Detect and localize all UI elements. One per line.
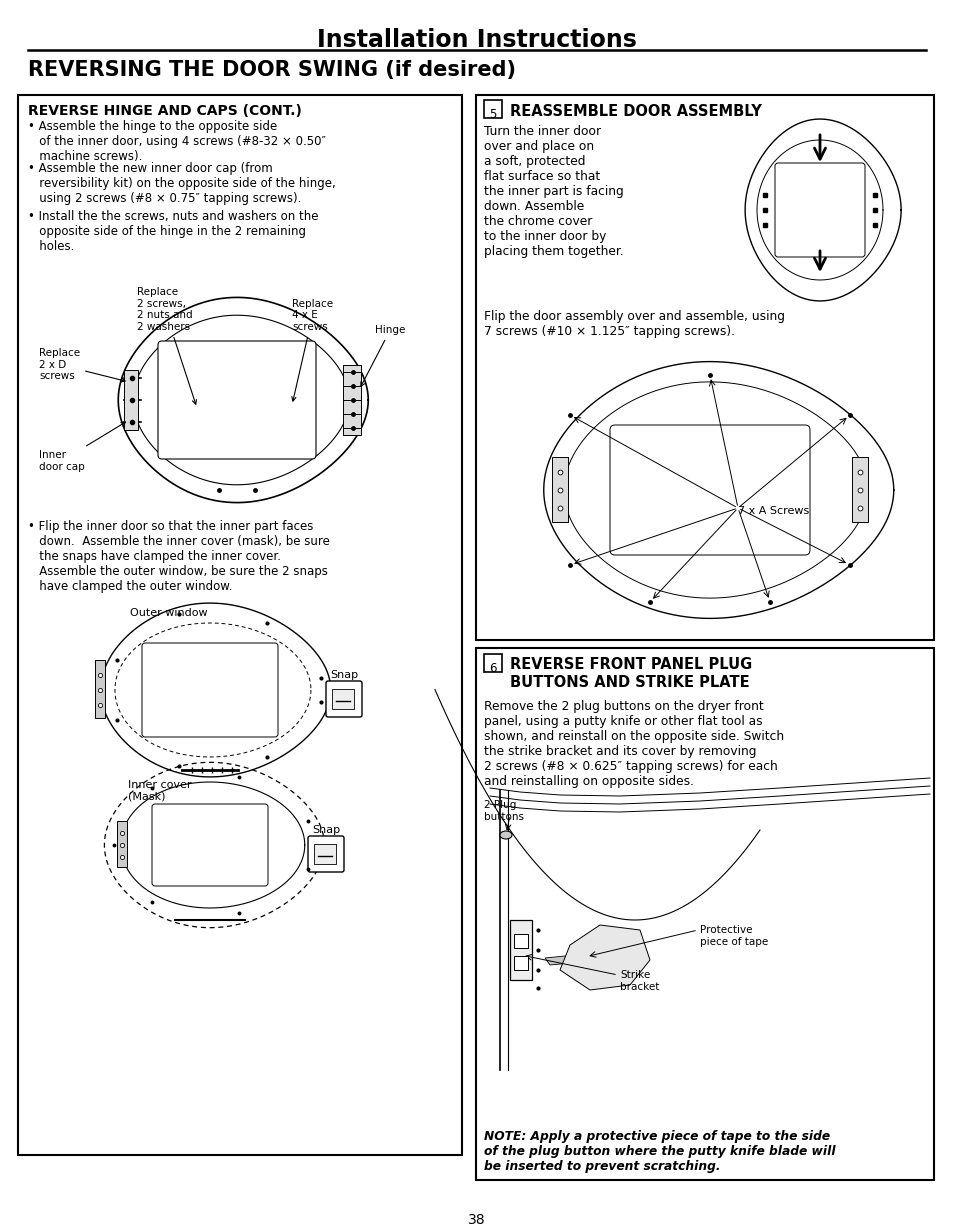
Text: Flip the door assembly over and assemble, using
7 screws (#10 × 1.125″ tapping s: Flip the door assembly over and assemble… xyxy=(483,310,784,337)
FancyBboxPatch shape xyxy=(308,836,344,872)
Text: Installation Instructions: Installation Instructions xyxy=(316,28,637,52)
Text: 2 Plug
buttons: 2 Plug buttons xyxy=(483,800,523,822)
Bar xyxy=(483,99,501,118)
FancyBboxPatch shape xyxy=(158,341,315,459)
FancyBboxPatch shape xyxy=(326,681,361,717)
Bar xyxy=(514,934,527,948)
Text: 6: 6 xyxy=(489,663,497,675)
Text: Strike
bracket: Strike bracket xyxy=(619,971,659,991)
Text: • Assemble the new inner door cap (from
   reversibility kit) on the opposite si: • Assemble the new inner door cap (from … xyxy=(28,162,335,205)
Text: REVERSING THE DOOR SWING (if desired): REVERSING THE DOOR SWING (if desired) xyxy=(28,60,516,80)
Text: BUTTONS AND STRIKE PLATE: BUTTONS AND STRIKE PLATE xyxy=(510,675,749,690)
Bar xyxy=(95,660,105,718)
Text: Replace
4 x E
screws: Replace 4 x E screws xyxy=(292,299,333,401)
Text: Turn the inner door
over and place on
a soft, protected
flat surface so that
the: Turn the inner door over and place on a … xyxy=(483,125,623,258)
Text: 7 x A Screws: 7 x A Screws xyxy=(738,506,808,517)
Text: Remove the 2 plug buttons on the dryer front
panel, using a putty knife or other: Remove the 2 plug buttons on the dryer f… xyxy=(483,699,783,788)
Text: • Assemble the hinge to the opposite side
   of the inner door, using 4 screws (: • Assemble the hinge to the opposite sid… xyxy=(28,120,326,163)
Bar xyxy=(476,94,933,640)
Bar xyxy=(483,654,501,672)
FancyBboxPatch shape xyxy=(609,425,809,555)
Bar xyxy=(514,956,527,971)
Polygon shape xyxy=(559,925,649,990)
Text: NOTE: Apply a protective piece of tape to the side
of the plug button where the : NOTE: Apply a protective piece of tape t… xyxy=(483,1130,835,1173)
Bar xyxy=(851,456,867,521)
Text: REVERSE HINGE AND CAPS (CONT.): REVERSE HINGE AND CAPS (CONT.) xyxy=(28,104,301,118)
Text: REVERSE FRONT PANEL PLUG: REVERSE FRONT PANEL PLUG xyxy=(510,656,752,672)
Text: Inner
door cap: Inner door cap xyxy=(39,422,126,471)
FancyBboxPatch shape xyxy=(152,804,268,886)
Text: Hinge: Hinge xyxy=(360,325,405,387)
Polygon shape xyxy=(544,950,635,964)
Bar xyxy=(476,648,933,1180)
Bar xyxy=(552,456,567,521)
Text: Replace
2 screws,
2 nuts and
2 washers: Replace 2 screws, 2 nuts and 2 washers xyxy=(137,287,196,404)
Text: 5: 5 xyxy=(489,108,497,121)
Text: Snap: Snap xyxy=(330,670,357,680)
Bar xyxy=(124,371,138,429)
Text: Inner cover
(Mask): Inner cover (Mask) xyxy=(128,780,192,801)
Text: Replace
2 x D
screws: Replace 2 x D screws xyxy=(39,348,125,382)
Bar xyxy=(510,920,532,980)
Bar xyxy=(314,844,335,864)
Bar xyxy=(343,364,360,436)
Bar xyxy=(332,690,354,709)
Ellipse shape xyxy=(499,831,512,839)
Bar xyxy=(117,821,127,867)
Text: • Install the the screws, nuts and washers on the
   opposite side of the hinge : • Install the the screws, nuts and washe… xyxy=(28,210,318,253)
Text: Protective
piece of tape: Protective piece of tape xyxy=(700,925,767,946)
FancyBboxPatch shape xyxy=(142,643,277,737)
Text: Snap: Snap xyxy=(312,825,339,836)
Text: 38: 38 xyxy=(468,1214,485,1227)
Text: • Flip the inner door so that the inner part faces
   down.  Assemble the inner : • Flip the inner door so that the inner … xyxy=(28,520,330,593)
Text: Outer window: Outer window xyxy=(130,609,208,618)
FancyBboxPatch shape xyxy=(774,163,864,256)
Text: REASSEMBLE DOOR ASSEMBLY: REASSEMBLE DOOR ASSEMBLY xyxy=(510,104,761,119)
Bar xyxy=(18,94,461,1155)
